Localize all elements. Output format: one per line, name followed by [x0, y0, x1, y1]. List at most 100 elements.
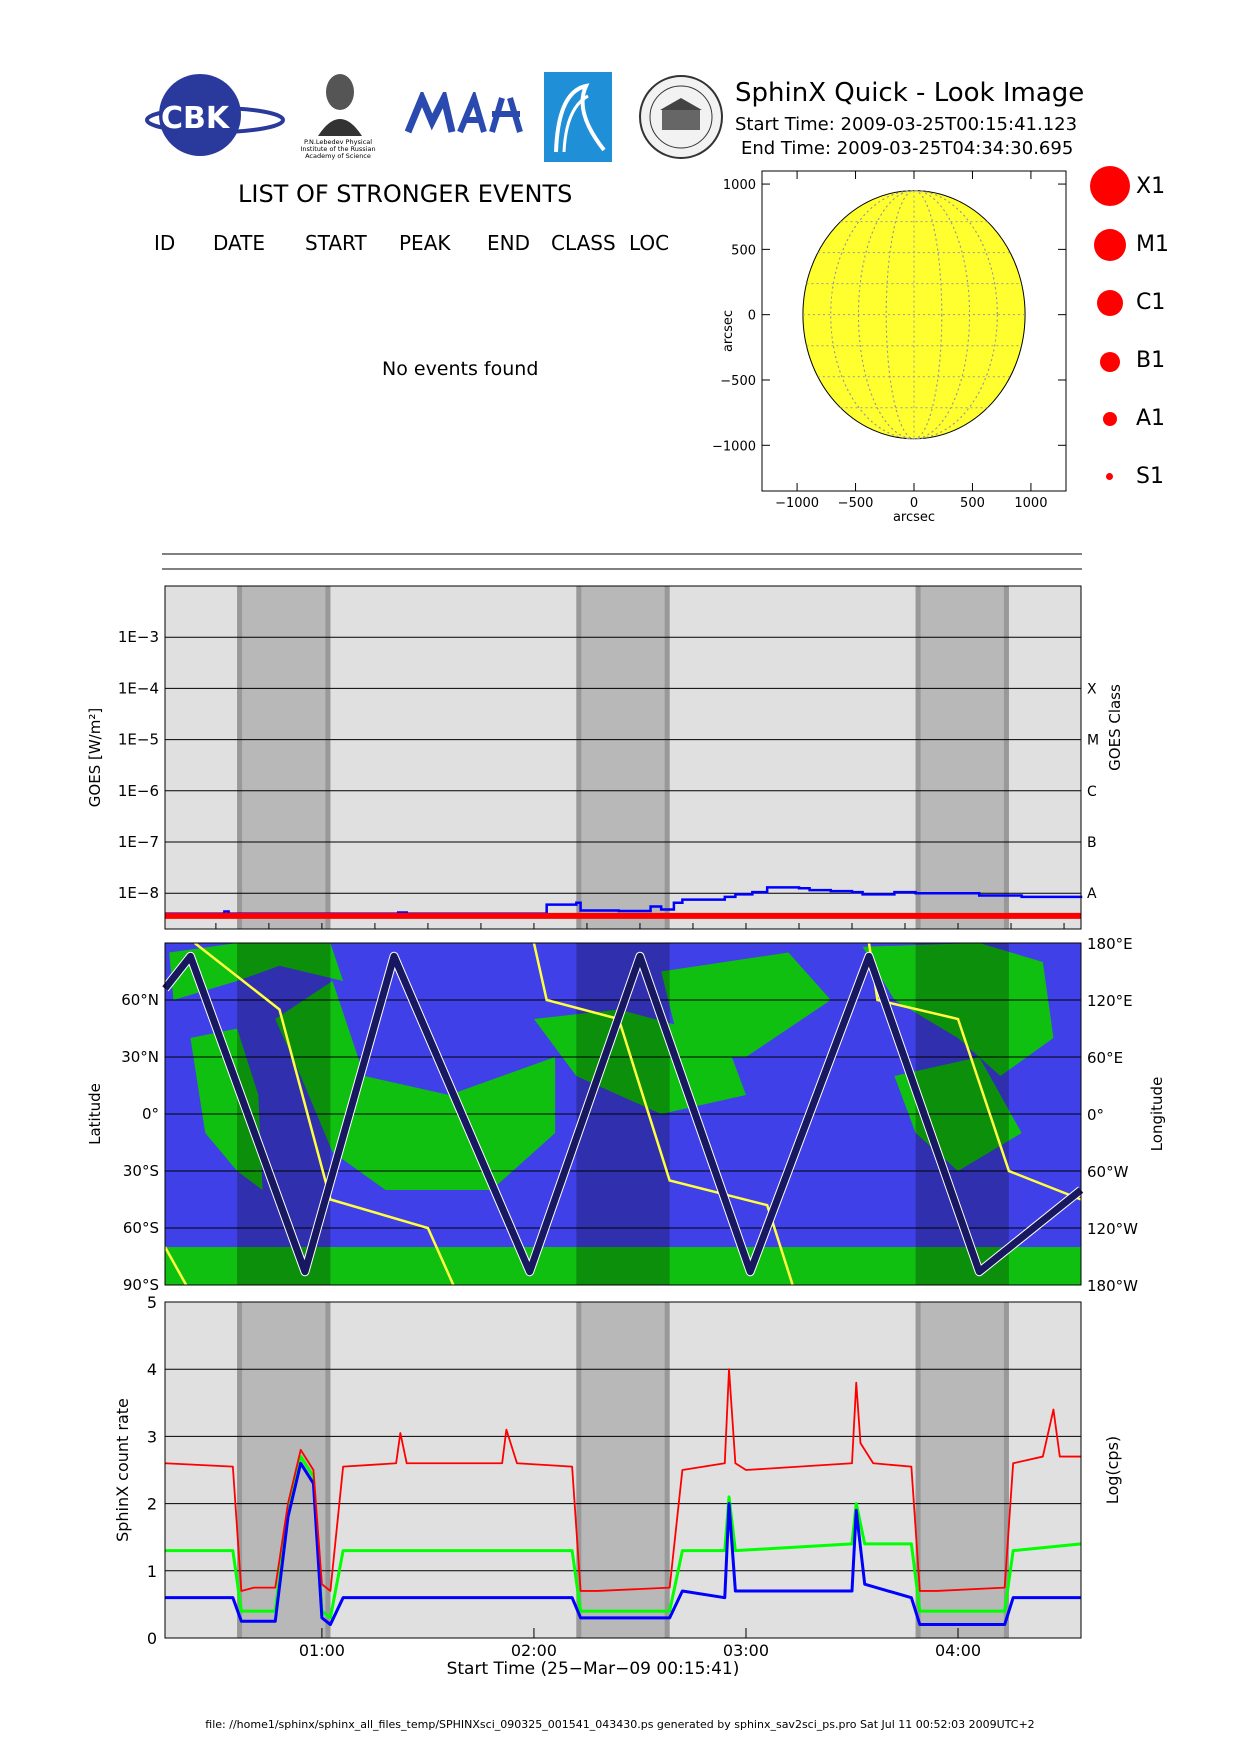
map-y2-tick-label: 120°E: [1087, 992, 1133, 1010]
count-eclipse-edge: [664, 1302, 670, 1638]
legend-label-x1: X1: [1136, 174, 1166, 199]
goes-eclipse-edge: [576, 586, 582, 929]
sun-x-tick-label: −500: [838, 496, 874, 511]
legend-label-b1: B1: [1136, 348, 1166, 373]
goes-flux-panel: 1E−3 1E−4 1E−5 1E−6 1E−7 1E−8 X M C B A GOES [W/m²]…: [86, 585, 1124, 930]
count-x-tick-label: 04:00: [935, 1641, 981, 1660]
count-eclipse-band: [237, 1302, 331, 1638]
map-land-region: [661, 952, 831, 1057]
sun-y-tick-label: −500: [720, 374, 756, 389]
count-x-tick-label: 01:00: [299, 1641, 345, 1660]
sun-x-tick-label: 0: [910, 496, 918, 511]
lebedev-institute-logo: P.N.Lebedev Physical Institute of the Ru…: [296, 66, 380, 162]
start-time-label: Start Time: 2009-03-25T00:15:41.123: [735, 114, 1078, 135]
map-plot-frame: [164, 942, 1082, 1286]
mifi-logo: [404, 87, 526, 138]
map-y2-axis-label: Longitude: [1148, 1077, 1166, 1152]
goes-y-axis-label: GOES [W/m²]: [86, 708, 104, 807]
map-land-region: [165, 1247, 1081, 1285]
map-y2-tick-label: 180°E: [1087, 935, 1133, 953]
events-col-peak: PEAK: [399, 231, 451, 255]
events-list-title: LIST OF STRONGER EVENTS: [238, 180, 573, 208]
map-y-tick-label: 0°: [142, 1105, 159, 1123]
legend-marker-a1: [1103, 412, 1117, 426]
count-y-tick-label: 0: [147, 1629, 157, 1648]
map-land-region: [190, 1028, 263, 1190]
count-y2-axis-label: Log(cps): [1103, 1436, 1122, 1504]
legend-marker-s1: [1106, 473, 1113, 480]
goes-y-tick-label: 1E−5: [118, 731, 159, 749]
goes-eclipse-edge: [325, 586, 331, 929]
lebedev-line-3: Academy of Science: [305, 152, 371, 160]
count-x-tick-label: 03:00: [723, 1641, 769, 1660]
sun-y-axis-label: arcsec: [721, 310, 736, 352]
legend-label-m1: M1: [1136, 232, 1169, 257]
events-col-date: DATE: [213, 231, 266, 255]
count-eclipse-edge: [576, 1302, 582, 1638]
count-y-tick-label: 5: [147, 1293, 157, 1312]
goes-y-tick-label: 1E−4: [118, 679, 159, 697]
count-x-axis-label: Start Time (25−Mar−09 00:15:41): [447, 1659, 740, 1679]
goes-eclipse-edge: [664, 586, 670, 929]
map-y-tick-label: 90°S: [123, 1276, 159, 1294]
map-y-tick-label: 30°S: [123, 1162, 159, 1180]
count-rate-green-line: [165, 1455, 1082, 1620]
count-y-tick-label: 4: [147, 1360, 157, 1379]
count-rate-panel: 0 1 2 3 4 5 01:00 02:00 03:00 04:00 Start Time (25…: [113, 1293, 1122, 1679]
solar-disk-panel: −1000 −500 0 500 1000 −1000 −500 0 500 1000 arcsec…: [712, 170, 1067, 525]
cbk-logo-text: CBK: [161, 101, 231, 136]
count-plot-frame: [164, 1301, 1082, 1639]
goes-eclipse-edge: [1003, 586, 1009, 929]
map-y2-tick-label: 180°W: [1087, 1277, 1138, 1295]
disk-meridian-line: [830, 190, 998, 440]
count-x-tick-label: 02:00: [511, 1641, 557, 1660]
events-col-start: START: [305, 231, 367, 255]
count-y-tick-label: 3: [147, 1427, 157, 1446]
goes-eclipse-band: [237, 586, 331, 929]
sun-y-tick-label: 500: [731, 243, 756, 258]
goes-eclipse-edge: [915, 586, 921, 929]
count-rate-blue-line: [165, 1461, 1081, 1627]
legend-marker-b1: [1100, 352, 1120, 372]
map-orbit-track: [162, 952, 1084, 1276]
events-col-end: END: [487, 231, 530, 255]
map-y2-tick-label: 0°: [1087, 1106, 1104, 1124]
legend-label-a1: A1: [1136, 406, 1166, 431]
sun-y-tick-label: 1000: [723, 178, 756, 193]
legend-marker-x1: [1090, 166, 1130, 206]
sun-y-tick-label: 0: [748, 309, 756, 324]
footer-file-info: file: //home1/sphinx/sphinx_all_files_te…: [205, 1718, 1035, 1731]
count-y-tick-label: 2: [147, 1495, 157, 1514]
goes-y-tick-label: 1E−3: [118, 628, 159, 646]
sun-x-axis-label: arcsec: [893, 510, 935, 525]
map-y2-tick-label: 120°W: [1087, 1220, 1138, 1238]
map-y-tick-label: 30°N: [121, 1048, 159, 1066]
sun-x-tick-label: 1000: [1014, 496, 1047, 511]
map-land-region: [862, 943, 1054, 1076]
map-longitude-line: [163, 942, 1082, 1286]
flare-class-legend: X1 M1 C1 B1 A1 S1: [1080, 162, 1190, 502]
goes-class-label: C: [1087, 784, 1097, 800]
count-eclipse-band: [576, 1302, 670, 1638]
goes-eclipse-band: [576, 586, 670, 929]
count-eclipse-edge: [915, 1302, 921, 1638]
orbit-map-panel: 60°N 30°N 0° 30°S 60°S 90°S 180°E 120°E 60°E 0° 60…: [86, 935, 1166, 1295]
events-col-class: CLASS: [551, 231, 616, 255]
goes-class-label: B: [1087, 835, 1097, 851]
map-y-tick-label: 60°S: [123, 1219, 159, 1237]
goes-eclipse-edge: [237, 586, 243, 929]
count-eclipse-edge: [1003, 1302, 1009, 1638]
legend-label-s1: S1: [1136, 464, 1164, 489]
map-y-tick-label: 60°N: [121, 991, 159, 1009]
map-y-axis-label: Latitude: [86, 1083, 104, 1145]
university-seal-logo: [638, 74, 724, 160]
count-y-tick-label: 1: [147, 1562, 157, 1581]
count-eclipse-edge: [237, 1302, 243, 1638]
comet-logo: [544, 72, 612, 162]
goes-y-tick-label: 1E−6: [118, 782, 159, 800]
legend-label-c1: C1: [1136, 290, 1166, 315]
legend-marker-c1: [1097, 290, 1123, 316]
sun-x-tick-label: −1000: [775, 496, 819, 511]
goes-class-label: M: [1087, 733, 1099, 749]
